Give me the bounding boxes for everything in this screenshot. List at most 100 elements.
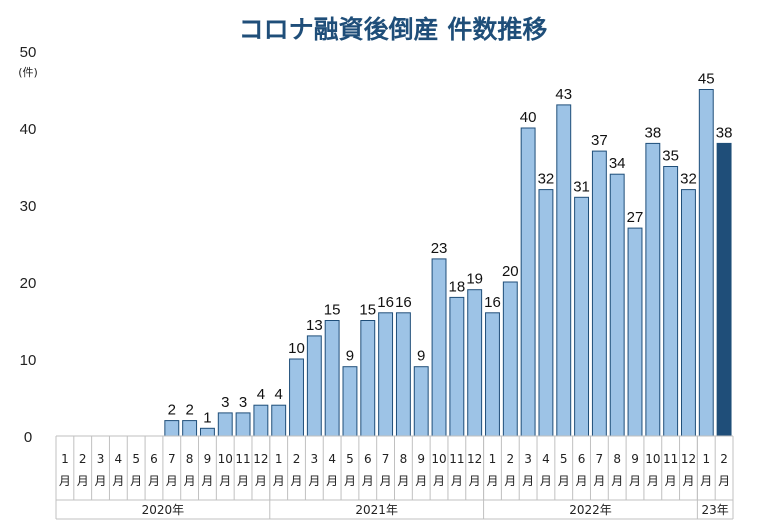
month-number-label: 7 — [596, 452, 604, 466]
month-suffix-label: 月 — [95, 474, 107, 488]
data-label: 3 — [221, 394, 229, 411]
month-number-label: 12 — [253, 452, 268, 466]
month-suffix-label: 月 — [130, 474, 142, 488]
year-label: 2021年 — [355, 503, 398, 517]
bar — [431, 258, 447, 437]
month-number-label: 4 — [328, 452, 336, 466]
bar — [378, 312, 394, 437]
y-axis-ticks: 0 10 20 30 40 50 — [20, 44, 37, 446]
data-label: 18 — [449, 278, 466, 295]
y-tick-label: 50 — [20, 44, 37, 61]
month-number-label: 6 — [578, 452, 586, 466]
data-label: 38 — [716, 124, 733, 141]
month-number-label: 8 — [613, 452, 621, 466]
month-suffix-label: 月 — [344, 474, 356, 488]
month-number-label: 3 — [97, 452, 105, 466]
month-suffix-label: 月 — [326, 474, 338, 488]
y-tick-label: 10 — [20, 352, 37, 369]
bar — [199, 427, 215, 437]
month-suffix-label: 月 — [112, 474, 124, 488]
month-suffix-label: 月 — [718, 474, 730, 488]
data-label: 32 — [680, 171, 697, 188]
bar — [716, 142, 732, 437]
bar — [395, 312, 411, 437]
month-number-label: 1 — [275, 452, 283, 466]
data-label: 15 — [324, 302, 341, 319]
month-suffix-label: 月 — [273, 474, 285, 488]
bar — [235, 412, 251, 437]
bar — [217, 412, 233, 437]
month-suffix-label: 月 — [576, 474, 588, 488]
month-suffix-label: 月 — [308, 474, 320, 488]
data-label: 10 — [288, 340, 305, 357]
data-label: 2 — [185, 402, 193, 419]
month-number-label: 10 — [218, 452, 233, 466]
bar — [502, 281, 518, 437]
data-label: 32 — [538, 171, 555, 188]
bar — [467, 289, 483, 437]
bar — [271, 404, 287, 437]
month-suffix-label: 月 — [433, 474, 445, 488]
month-suffix-label: 月 — [219, 474, 231, 488]
chart-title: コロナ融資後倒産 件数推移 — [239, 15, 548, 44]
month-suffix-label: 月 — [558, 474, 570, 488]
data-label: 9 — [346, 348, 354, 365]
bar — [324, 320, 340, 437]
bar — [164, 420, 180, 437]
month-suffix-label: 月 — [540, 474, 552, 488]
data-label: 20 — [502, 263, 519, 280]
bar — [289, 358, 304, 437]
data-label: 4 — [257, 386, 265, 403]
data-label: 16 — [484, 294, 501, 311]
month-number-label: 1 — [702, 452, 710, 466]
data-label: 16 — [377, 294, 394, 311]
month-number-label: 1 — [61, 452, 69, 466]
data-label: 3 — [239, 394, 247, 411]
month-number-label: 5 — [132, 452, 140, 466]
month-suffix-label: 月 — [451, 474, 463, 488]
bar — [520, 127, 536, 437]
bar — [449, 296, 465, 437]
month-suffix-label: 月 — [166, 474, 178, 488]
month-number-label: 3 — [311, 452, 319, 466]
y-tick-label: 30 — [20, 198, 37, 215]
month-suffix-label: 月 — [629, 474, 641, 488]
month-number-label: 9 — [631, 452, 639, 466]
bar — [360, 320, 376, 437]
year-label: 23年 — [702, 503, 729, 517]
y-tick-label: 20 — [20, 275, 37, 292]
data-label: 31 — [573, 178, 590, 195]
month-number-label: 12 — [467, 452, 482, 466]
bar — [591, 150, 607, 437]
y-axis-label: (件) — [18, 66, 38, 79]
data-label: 35 — [662, 148, 679, 165]
data-label: 16 — [395, 294, 412, 311]
month-suffix-label: 月 — [682, 474, 694, 488]
month-suffix-label: 月 — [59, 474, 71, 488]
data-label: 2 — [168, 402, 176, 419]
bar — [681, 189, 696, 437]
month-number-label: 12 — [681, 452, 696, 466]
month-suffix-label: 月 — [469, 474, 481, 488]
month-number-label: 4 — [115, 452, 123, 466]
month-suffix-label: 月 — [362, 474, 374, 488]
data-label: 27 — [627, 209, 644, 226]
y-tick-label: 0 — [24, 429, 32, 446]
month-suffix-label: 月 — [700, 474, 712, 488]
data-label: 37 — [591, 132, 608, 149]
month-suffix-label: 月 — [184, 474, 196, 488]
month-suffix-label: 月 — [611, 474, 623, 488]
month-suffix-label: 月 — [486, 474, 498, 488]
bar — [627, 227, 643, 437]
month-number-label: 3 — [524, 452, 532, 466]
month-suffix-label: 月 — [415, 474, 427, 488]
month-number-label: 2 — [79, 452, 87, 466]
month-suffix-label: 月 — [397, 474, 409, 488]
data-label: 4 — [275, 386, 283, 403]
month-suffix-label: 月 — [504, 474, 516, 488]
month-number-label: 4 — [542, 452, 550, 466]
month-number-label: 2 — [720, 452, 728, 466]
data-label: 13 — [306, 317, 323, 334]
month-suffix-label: 月 — [522, 474, 534, 488]
